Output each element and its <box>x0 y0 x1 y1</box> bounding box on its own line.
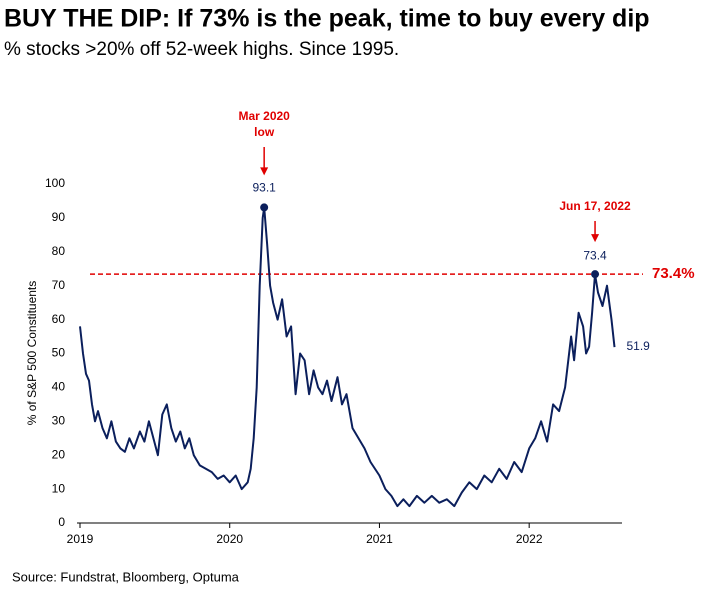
y-tick-label: 40 <box>52 380 66 394</box>
x-tick-label: 2021 <box>366 532 393 546</box>
y-axis-label: % of S&P 500 Constituents <box>25 281 39 426</box>
annotation: low <box>254 125 275 139</box>
x-tick-label: 2019 <box>67 532 94 546</box>
arrow-head <box>591 234 600 243</box>
source: Source: Fundstrat, Bloomberg, Optuma <box>12 569 240 584</box>
series-line <box>79 206 616 508</box>
y-tick-label: 90 <box>52 210 66 224</box>
y-tick-label: 80 <box>52 244 66 258</box>
chart-title: BUY THE DIP: If 73% is the peak, time to… <box>4 5 650 33</box>
y-tick-label: 70 <box>52 278 66 292</box>
data-label: 93.1 <box>252 181 276 195</box>
y-tick-label: 10 <box>52 481 66 495</box>
threshold-label: 73.4% <box>652 265 695 282</box>
data-label: 73.4 <box>583 248 607 262</box>
chart-subtitle: % stocks >20% off 52-week highs. Since 1… <box>4 39 399 60</box>
y-tick-label: 100 <box>45 176 65 190</box>
x-tick-label: 2022 <box>516 532 543 546</box>
x-tick-label: 2020 <box>216 532 243 546</box>
annotation: Mar 2020 <box>238 109 290 123</box>
data-label: 51.9 <box>627 339 651 353</box>
annotation: Jun 17, 2022 <box>559 199 631 213</box>
y-tick-label: 60 <box>52 312 66 326</box>
peak-dot <box>591 270 600 279</box>
arrow-head <box>260 167 269 176</box>
peak-dot <box>260 203 269 212</box>
y-tick-label: 20 <box>52 447 66 461</box>
y-tick-label: 0 <box>58 515 65 529</box>
y-tick-label: 30 <box>52 413 66 427</box>
y-tick-label: 50 <box>52 346 66 360</box>
